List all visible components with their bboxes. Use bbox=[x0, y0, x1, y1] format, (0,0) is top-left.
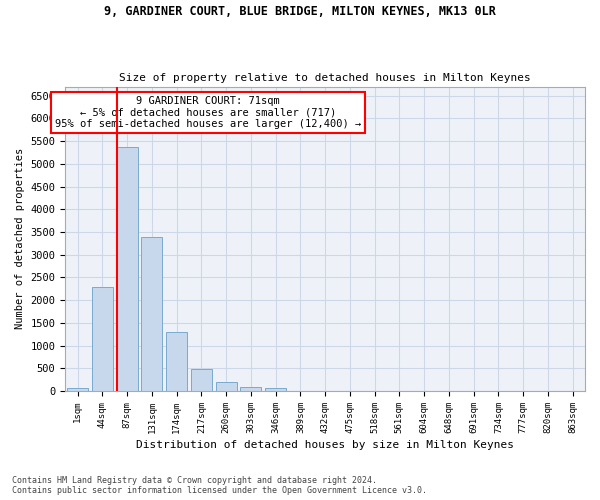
Title: Size of property relative to detached houses in Milton Keynes: Size of property relative to detached ho… bbox=[119, 73, 531, 83]
Text: 9, GARDINER COURT, BLUE BRIDGE, MILTON KEYNES, MK13 0LR: 9, GARDINER COURT, BLUE BRIDGE, MILTON K… bbox=[104, 5, 496, 18]
Text: 9 GARDINER COURT: 71sqm
← 5% of detached houses are smaller (717)
95% of semi-de: 9 GARDINER COURT: 71sqm ← 5% of detached… bbox=[55, 96, 361, 129]
Bar bbox=[191, 370, 212, 391]
Bar bbox=[116, 146, 137, 391]
Bar bbox=[92, 286, 113, 391]
Y-axis label: Number of detached properties: Number of detached properties bbox=[15, 148, 25, 330]
Bar bbox=[166, 332, 187, 391]
X-axis label: Distribution of detached houses by size in Milton Keynes: Distribution of detached houses by size … bbox=[136, 440, 514, 450]
Bar bbox=[142, 238, 163, 391]
Text: Contains HM Land Registry data © Crown copyright and database right 2024.
Contai: Contains HM Land Registry data © Crown c… bbox=[12, 476, 427, 495]
Bar bbox=[241, 387, 262, 391]
Bar bbox=[67, 388, 88, 391]
Bar bbox=[215, 382, 236, 391]
Bar bbox=[265, 388, 286, 391]
